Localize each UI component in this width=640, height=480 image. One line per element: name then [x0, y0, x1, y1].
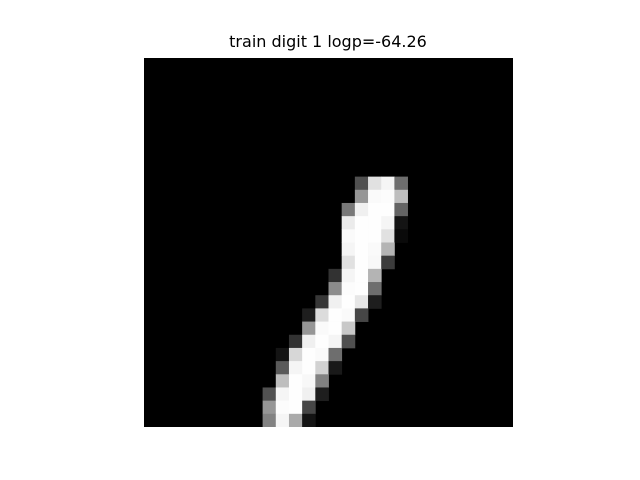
pixel — [381, 229, 395, 243]
pixel — [341, 321, 356, 336]
pixel — [328, 295, 343, 309]
pixel — [275, 400, 290, 415]
pixel — [315, 295, 329, 309]
pixel — [275, 347, 290, 362]
pixel — [354, 295, 369, 309]
pixel — [288, 400, 303, 415]
pixel — [288, 334, 303, 349]
pixel — [354, 282, 369, 296]
pixel — [368, 229, 382, 243]
pixel — [354, 216, 369, 230]
pixel — [354, 189, 369, 204]
pixel — [275, 374, 290, 388]
pixel — [315, 347, 329, 362]
pixel-layer — [262, 176, 408, 427]
pixel — [368, 202, 382, 217]
pixel — [328, 334, 343, 349]
pixel — [288, 347, 303, 362]
pixel — [354, 176, 369, 191]
pixel — [328, 347, 343, 362]
pixel — [302, 361, 316, 375]
pixel — [341, 295, 356, 309]
pixel — [368, 216, 382, 230]
pixel — [354, 242, 369, 257]
pixel — [262, 413, 277, 427]
pixel — [354, 229, 369, 243]
pixel — [341, 334, 356, 349]
pixel — [394, 176, 408, 191]
pixel — [315, 321, 329, 336]
pixel — [341, 308, 356, 322]
pixel — [368, 268, 382, 283]
pixel — [341, 255, 356, 270]
pixel — [341, 242, 356, 257]
pixel — [341, 216, 356, 230]
pixel — [381, 189, 395, 204]
pixel — [315, 374, 329, 388]
figure-title: train digit 1 logp=-64.26 — [229, 32, 427, 51]
pixel — [315, 334, 329, 349]
pixel — [315, 361, 329, 375]
pixel — [394, 229, 408, 243]
pixel — [275, 387, 290, 402]
pixel — [368, 242, 382, 257]
pixel — [341, 202, 356, 217]
pixel — [302, 347, 316, 362]
pixel — [302, 321, 316, 336]
pixel — [394, 216, 408, 230]
pixel — [354, 255, 369, 270]
pixel — [315, 387, 329, 402]
pixel — [302, 400, 316, 415]
pixel — [354, 202, 369, 217]
pixel — [328, 282, 343, 296]
pixel — [288, 361, 303, 375]
pixel — [328, 361, 343, 375]
pixel — [341, 282, 356, 296]
pixel — [262, 400, 277, 415]
pixel — [381, 216, 395, 230]
pixel — [368, 282, 382, 296]
pixel — [381, 202, 395, 217]
pixel — [315, 308, 329, 322]
pixel — [302, 413, 316, 427]
pixel — [328, 308, 343, 322]
pixel — [275, 413, 290, 427]
pixel — [381, 255, 395, 270]
pixel — [302, 374, 316, 388]
pixel — [275, 361, 290, 375]
pixel — [381, 242, 395, 257]
pixel — [368, 295, 382, 309]
pixel — [341, 268, 356, 283]
pixel — [394, 202, 408, 217]
pixel — [288, 413, 303, 427]
pixel — [368, 176, 382, 191]
pixel — [302, 387, 316, 402]
pixel — [288, 387, 303, 402]
pixel — [368, 189, 382, 204]
pixel — [354, 268, 369, 283]
pixel — [368, 255, 382, 270]
pixel — [341, 229, 356, 243]
pixel — [381, 176, 395, 191]
digit-image — [144, 58, 513, 427]
pixel — [262, 387, 277, 402]
pixel — [354, 308, 369, 322]
pixel — [328, 268, 343, 283]
pixel — [288, 374, 303, 388]
pixel — [302, 308, 316, 322]
pixel — [328, 321, 343, 336]
pixel — [302, 334, 316, 349]
pixel — [394, 189, 408, 204]
